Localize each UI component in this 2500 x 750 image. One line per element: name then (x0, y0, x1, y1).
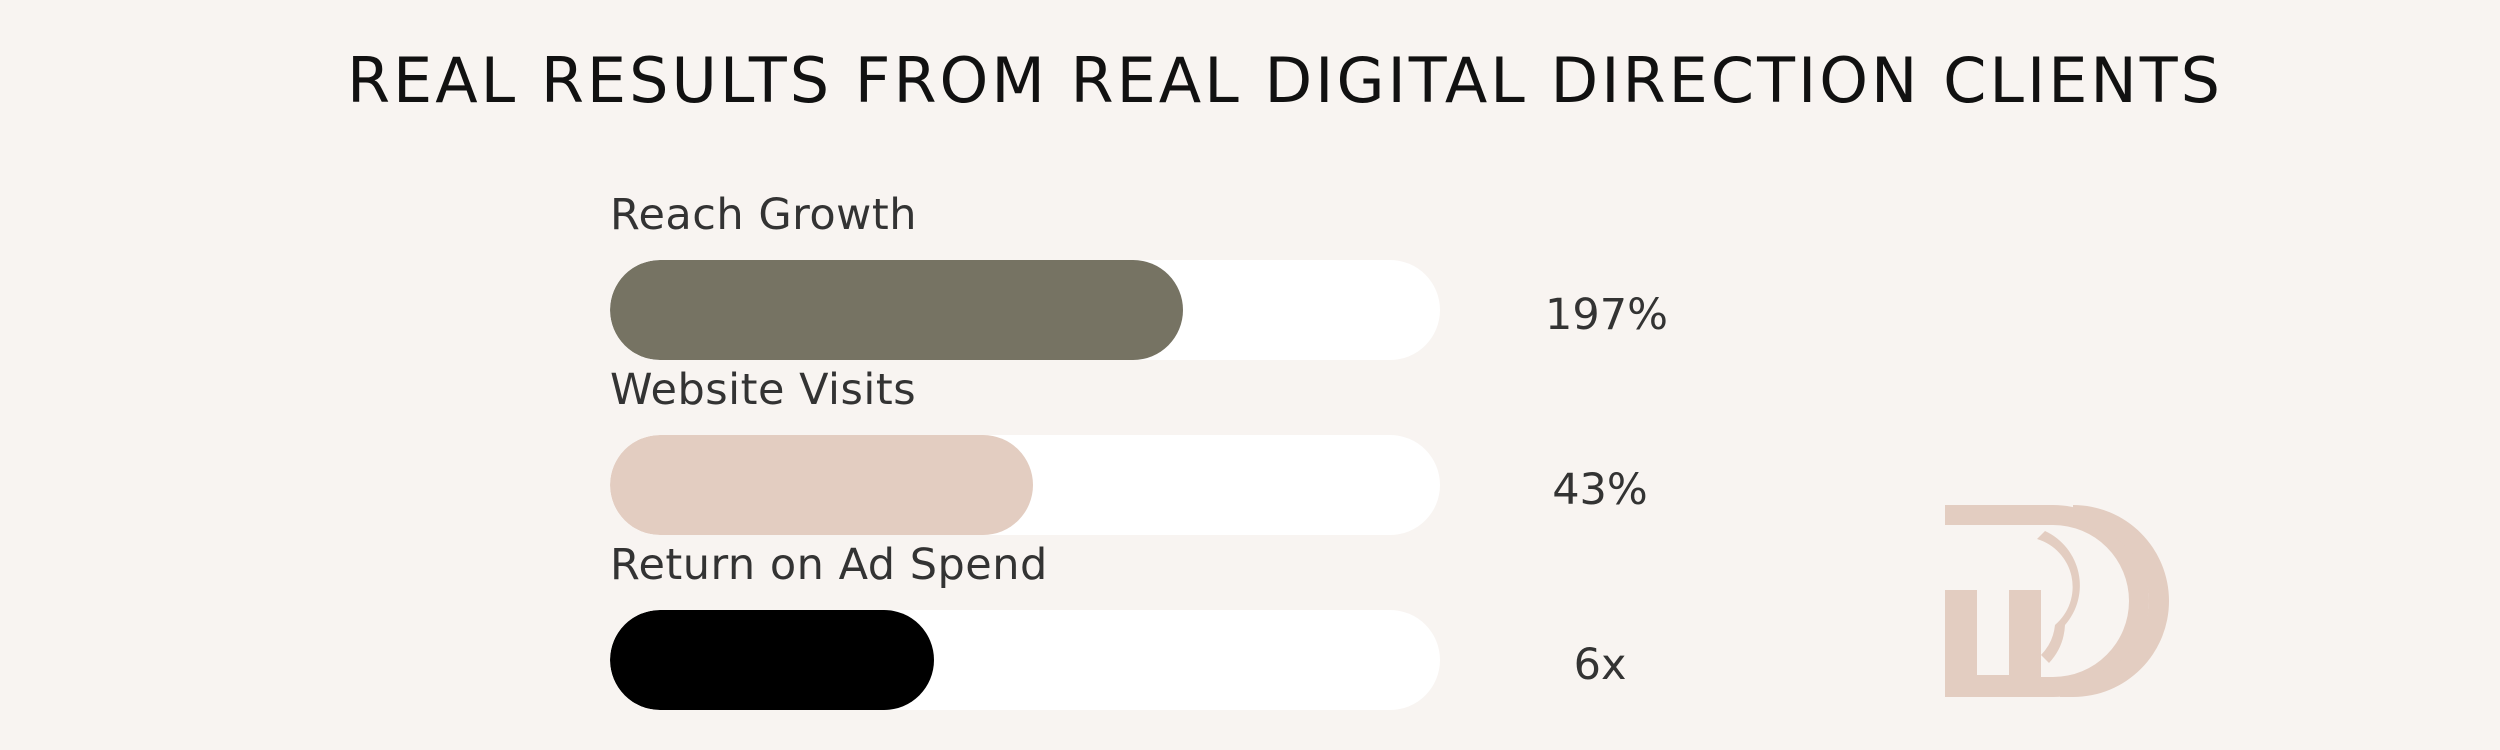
digital-direction-dd-logo-icon (1945, 505, 2169, 697)
logo-left-foot (1945, 675, 2009, 697)
category-label: Reach Growth (610, 190, 917, 240)
bar-row-website-visits: Website Visits 43% (610, 365, 1710, 535)
value-label: 197% (1545, 290, 1668, 340)
bar-track (610, 435, 1440, 535)
bar-row-reach-growth: Reach Growth 197% (610, 190, 1710, 360)
bar-fill (610, 435, 1034, 535)
category-label: Website Visits (610, 365, 917, 415)
logo-front-d-arc (2060, 505, 2169, 697)
value-label: 43% (1552, 465, 1648, 515)
bar-fill (610, 610, 934, 710)
logo-mid-stem (2009, 590, 2041, 697)
logo-top-bar (1945, 505, 2053, 525)
value-label: 6x (1573, 640, 1627, 690)
logo-back-d-arc (2035, 505, 2149, 697)
bar-track (610, 260, 1440, 360)
bar-track (610, 610, 1440, 710)
bar-row-return-on-ad-spend: Return on Ad Spend 6x (610, 540, 1710, 710)
logo-left-stem (1945, 590, 1977, 697)
logo-inner-d-arc (2037, 531, 2080, 663)
logo-shapes (1945, 505, 2169, 697)
bar-fill (610, 260, 1183, 360)
category-label: Return on Ad Spend (610, 540, 1048, 590)
chart-title: REAL RESULTS FROM REAL DIGITAL DIRECTION… (346, 44, 2224, 117)
